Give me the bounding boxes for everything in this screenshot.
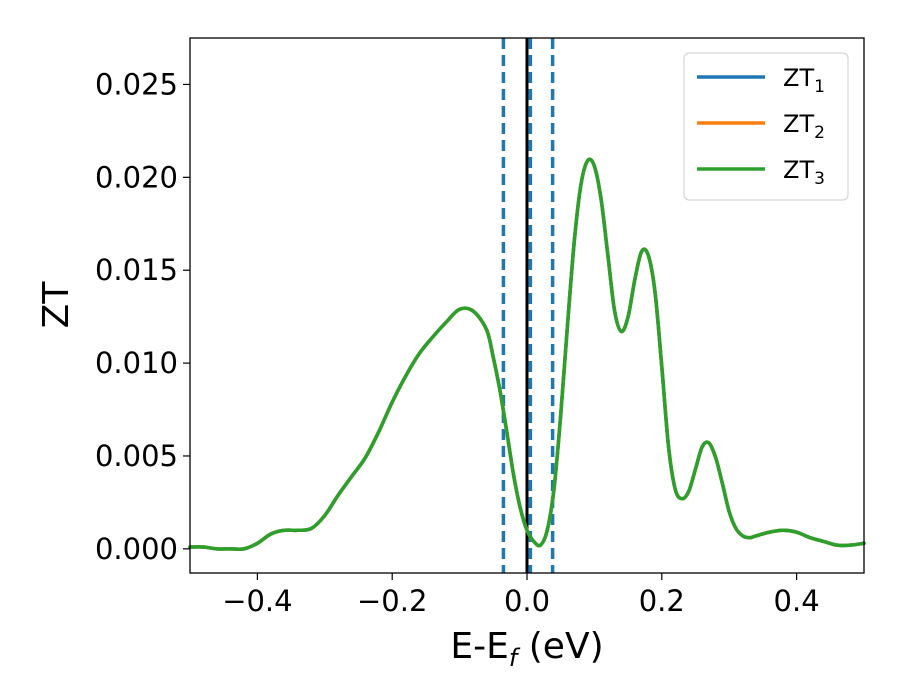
y-tick-label: 0.015 [95,253,178,287]
x-axis-ticks: −0.4 −0.2 0.0 0.2 0.4 [222,573,820,618]
series-line-3 [188,157,866,552]
x-tick-label: 0.4 [774,584,820,618]
legend-box [683,52,849,201]
y-tick-label: 0.010 [95,346,178,380]
y-tick-label: 0.005 [95,439,178,473]
y-axis-ticks: 0.000 0.005 0.010 0.015 0.020 0.025 [95,67,190,566]
x-axis-label: E-Ef (eV) [450,626,603,672]
x-tick-label: −0.4 [222,584,292,618]
x-tick-label: −0.2 [357,584,427,618]
x-axis-label-main: E-E [450,626,508,667]
y-tick-label: 0.025 [95,67,178,101]
y-axis-label: ZT [36,281,77,329]
legend-items: ZT1 ZT2 ZT3 [697,64,825,189]
legend-label-3: ZT3 [783,156,825,189]
y-tick-label: 0.020 [95,160,178,194]
x-tick-label: 0.0 [504,584,550,618]
x-tick-label: 0.2 [639,584,685,618]
legend-label-2: ZT2 [783,110,825,143]
series-lines [188,157,866,552]
legend: ZT1 ZT2 ZT3 [683,52,849,201]
x-axis-label-tail: (eV) [517,626,603,667]
legend-label-1: ZT1 [783,64,825,97]
y-tick-label: 0.000 [95,532,178,566]
vertical-reference-lines [501,38,555,573]
